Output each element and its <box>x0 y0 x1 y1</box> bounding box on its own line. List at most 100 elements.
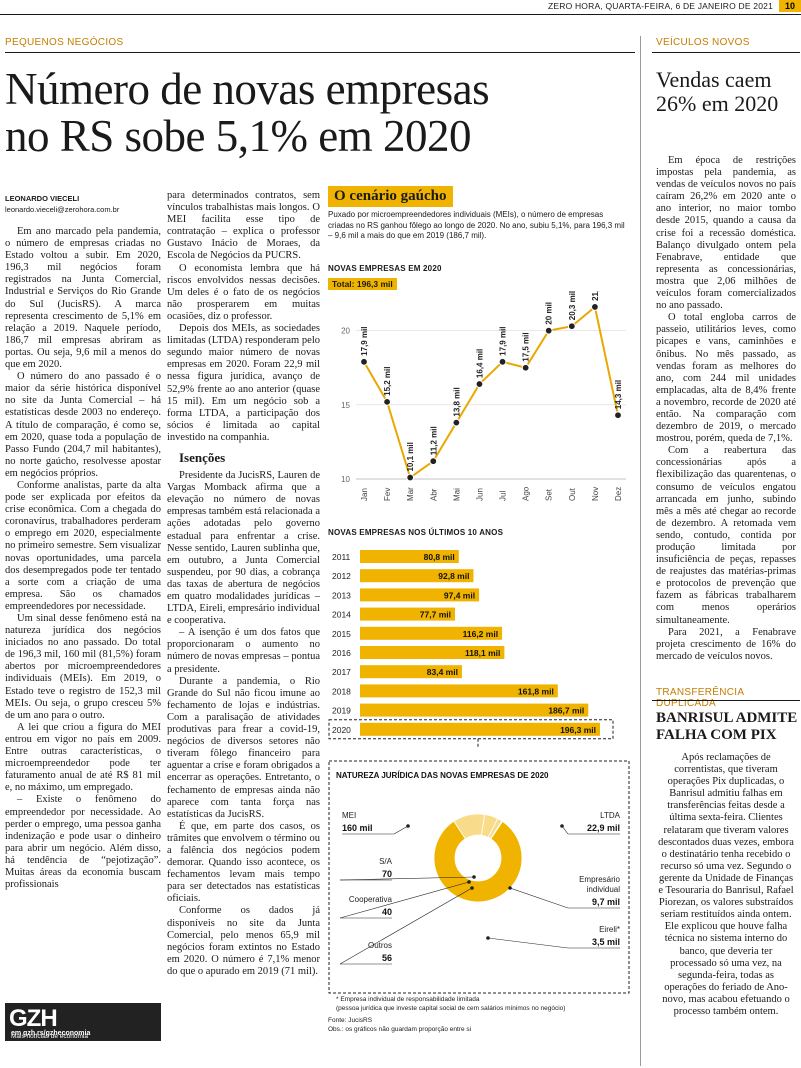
x-tick-label: Abr <box>429 488 438 501</box>
author: LEONARDO VIECELI <box>5 194 80 203</box>
data-point <box>591 303 599 311</box>
slice-value-label: 56 <box>382 953 392 963</box>
leader-line <box>487 937 569 949</box>
paragraph: Um sinal desse fenômeno está na natureza… <box>5 613 161 721</box>
bar <box>360 665 462 679</box>
bar <box>360 626 503 640</box>
bar-category-label: 2017 <box>332 667 351 677</box>
slice-name-label: MEI <box>342 811 356 820</box>
x-tick-label: Out <box>568 487 577 501</box>
data-label: 16,4 mil <box>475 349 484 378</box>
slice-name-label: Empresário <box>579 875 620 884</box>
paragraph: Presidente da JucisRS, Lauren de Vargas … <box>167 470 320 627</box>
data-label: 17,9 mil <box>499 326 508 355</box>
line-chart-title: NOVAS EMPRESAS EM 2020 <box>328 264 442 273</box>
column-divider <box>640 36 641 1066</box>
paragraph: O economista lembra que há riscos envolv… <box>167 262 320 322</box>
bar-chart: 2011 80,8 mil 2012 92,8 mil 2013 97,4 mil 2014… <box>328 550 614 748</box>
subhead: Isenções <box>179 449 226 465</box>
slice-name-label: LTDA <box>600 811 621 820</box>
series-line <box>363 305 619 480</box>
data-label: 17,5 mil <box>522 332 531 361</box>
data-point <box>406 473 415 482</box>
bar-category-label: 2016 <box>332 648 351 658</box>
bank-headline: BANRISUL ADMITE FALHA COM PIX <box>656 710 798 743</box>
slice-value-label: 3,5 mil <box>592 937 620 947</box>
x-tick-label: Fev <box>383 488 392 501</box>
leader-dot <box>472 875 476 879</box>
bar <box>360 646 505 659</box>
bar-category-label: 2011 <box>332 552 351 562</box>
author-email[interactable]: leonardo.vieceli@zerohora.com.br <box>5 205 120 214</box>
leader-line <box>393 825 409 835</box>
obs: Obs.: os gráficos não guardam proporção … <box>328 1026 472 1033</box>
x-tick-label: Nov <box>591 487 600 501</box>
data-point <box>452 418 461 427</box>
y-tick-label: 15 <box>341 401 350 410</box>
bar-value-label: 92,8 mil <box>438 571 469 581</box>
gzh-line-1: Mais notícias de economia <box>11 1033 88 1040</box>
paragraph: É que, em parte dos casos, os trâmites q… <box>167 820 320 905</box>
leader-dot <box>508 886 512 890</box>
paragraph: Para 2021, a Fenabrave projeta crescimen… <box>656 626 796 662</box>
x-tick-label: Dez <box>614 487 623 501</box>
leader-line <box>339 881 470 919</box>
bar <box>360 703 589 717</box>
y-tick-label: 10 <box>341 475 350 484</box>
dateline: ZERO HORA, QUARTA-FEIRA, 6 DE JANEIRO DE… <box>547 1 773 11</box>
bar-category-label: 2018 <box>332 686 351 696</box>
bar <box>360 607 455 621</box>
leader-dot <box>486 936 490 940</box>
donut-slice <box>433 820 523 903</box>
leader-line <box>509 887 569 909</box>
top-bar: ZERO HORA, QUARTA-FEIRA, 6 DE JANEIRO DE… <box>0 0 801 14</box>
slice-value-label: 70 <box>382 869 392 879</box>
donut-chart-title: NATUREZA JURÍDICA DAS NOVAS EMPRESAS DE … <box>336 771 549 780</box>
data-point <box>521 363 530 372</box>
vehicles-rule <box>652 52 800 53</box>
x-tick-label: Mar <box>406 487 415 501</box>
data-label: 15,2 mil <box>383 367 392 396</box>
x-tick-label: Jan <box>360 488 369 501</box>
data-label: 21,6 mil <box>591 291 600 301</box>
slice-value-label: 40 <box>382 907 392 917</box>
data-point <box>498 357 507 366</box>
bank-article: Após reclamações de correntistas, que ti… <box>656 752 796 1018</box>
data-point <box>567 322 576 331</box>
bar-value-label: 97,4 mil <box>444 590 475 600</box>
paragraph: Durante a pandemia, o Rio Grande do Sul … <box>167 675 320 820</box>
bank-section-label: TRANSFERÊNCIA DUPLICADA <box>656 687 744 709</box>
data-label: 20 mil <box>545 302 554 325</box>
bar-value-label: 83,4 mil <box>427 667 458 677</box>
donut-frame <box>328 760 630 994</box>
gzh-link[interactable]: em gzh.rs/gzheconomia <box>11 1030 91 1037</box>
article-column-1: Em ano marcado pela pandemia, o número d… <box>5 226 161 891</box>
paragraph: para determinados contratos, sem vínculo… <box>167 190 320 262</box>
paragraph: O total engloba carros de passeio, utili… <box>656 312 796 445</box>
data-point <box>544 326 553 335</box>
infographic-intro: Puxado por microempreendedores individua… <box>328 210 625 240</box>
data-label: 17,9 mil <box>360 326 369 355</box>
highlight-box <box>328 719 614 740</box>
leader-line <box>339 876 475 881</box>
top-rule <box>0 14 801 15</box>
slice-name-label: Cooperativa <box>349 895 393 904</box>
footnote-1: * Empresa individual de responsabilidade… <box>336 996 480 1003</box>
data-point <box>475 380 484 388</box>
vehicles-headline: Vendas caem 26% em 2020 <box>656 67 779 116</box>
bar-category-label: 2020 <box>332 725 351 735</box>
paragraph: – Existe o fenômeno do empreendedor por … <box>5 794 161 891</box>
x-tick-label: Jul <box>499 491 508 501</box>
slice-name-label: Eireli* <box>599 925 620 934</box>
bar-value-label: 118,1 mil <box>465 648 500 658</box>
page-number: 10 <box>779 0 801 12</box>
bar-category-label: 2013 <box>332 590 351 600</box>
headline: Número de novas empresas no RS sobe 5,1%… <box>5 66 635 160</box>
gzh-promo[interactable]: GZH Mais notícias de economia <box>5 1003 161 1041</box>
bar-value-label: 77,7 mil <box>420 610 451 620</box>
bar-value-label: 116,2 mil <box>463 629 498 639</box>
line-chart-badge: Total: 196,3 mil <box>328 278 397 290</box>
bar-value-label: 80,8 mil <box>424 552 455 562</box>
gzh-logo: GZH <box>9 1005 58 1032</box>
infographic: O cenário gaúcho Puxado por microempreen… <box>328 186 633 1066</box>
